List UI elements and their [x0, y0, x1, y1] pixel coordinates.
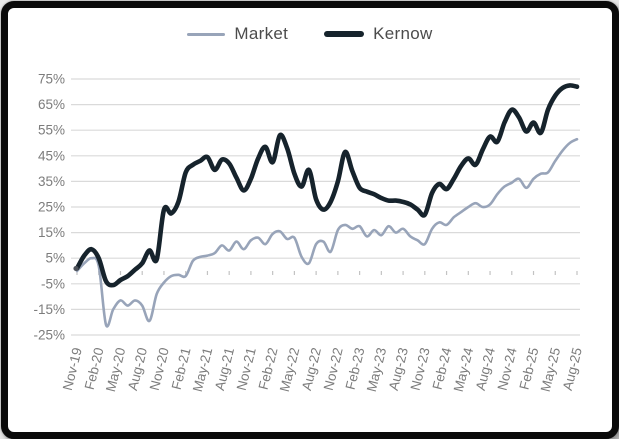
- x-tick-label: Feb-25: [517, 346, 542, 391]
- y-tick-label: -25%: [33, 328, 65, 343]
- chart-legend: Market Kernow: [8, 24, 612, 44]
- legend-label-market: Market: [234, 24, 289, 43]
- series-path-kernow: [74, 83, 580, 288]
- kernow-line-swatch: [324, 31, 365, 37]
- x-tick-label: Aug-25: [560, 346, 585, 392]
- y-tick-label: -15%: [33, 302, 65, 317]
- x-tick-label: Aug-24: [473, 346, 498, 392]
- y-tick-label: 25%: [38, 200, 65, 215]
- x-tick-label: Nov-21: [234, 346, 259, 392]
- y-tick-label: 55%: [38, 123, 65, 138]
- legend-item-market: Market: [187, 24, 288, 44]
- x-tick-label: Feb-21: [169, 346, 194, 391]
- series-start-dot: [73, 265, 79, 272]
- legend-item-kernow: Kernow: [324, 24, 432, 44]
- x-tick-label: Feb-24: [430, 346, 455, 392]
- y-tick-label: 5%: [45, 251, 65, 266]
- legend-label-kernow: Kernow: [373, 24, 433, 43]
- x-tick-label: Aug-20: [125, 346, 150, 392]
- x-tick-label: Feb-20: [82, 346, 107, 391]
- x-tick-label: Nov-19: [60, 346, 85, 392]
- y-tick-label: 45%: [38, 148, 65, 163]
- series-path-market: [75, 137, 579, 328]
- market-line-swatch: [187, 32, 226, 36]
- x-tick-label: Nov-24: [495, 346, 520, 392]
- x-tick-label: Aug-23: [386, 346, 411, 392]
- x-tick-label: Nov-20: [147, 346, 172, 392]
- y-tick-label: 35%: [38, 174, 65, 189]
- y-tick-label: 15%: [38, 225, 65, 240]
- x-tick-label: Aug-21: [212, 346, 237, 392]
- y-tick-label: 65%: [38, 97, 65, 112]
- x-tick-label: Feb-22: [256, 346, 281, 391]
- y-tick-label: -5%: [41, 276, 65, 291]
- x-tick-label: Aug-22: [299, 346, 324, 392]
- x-tick-label: Feb-23: [343, 346, 368, 391]
- y-tick-label: 75%: [38, 72, 65, 87]
- x-tick-label: Nov-22: [321, 346, 346, 392]
- x-tick-label: Nov-23: [408, 346, 433, 392]
- chart-svg: 75% 65% 55% 45% 35% 25% 15% 5% -5% -15% -25% Nov-19…: [33, 72, 585, 394]
